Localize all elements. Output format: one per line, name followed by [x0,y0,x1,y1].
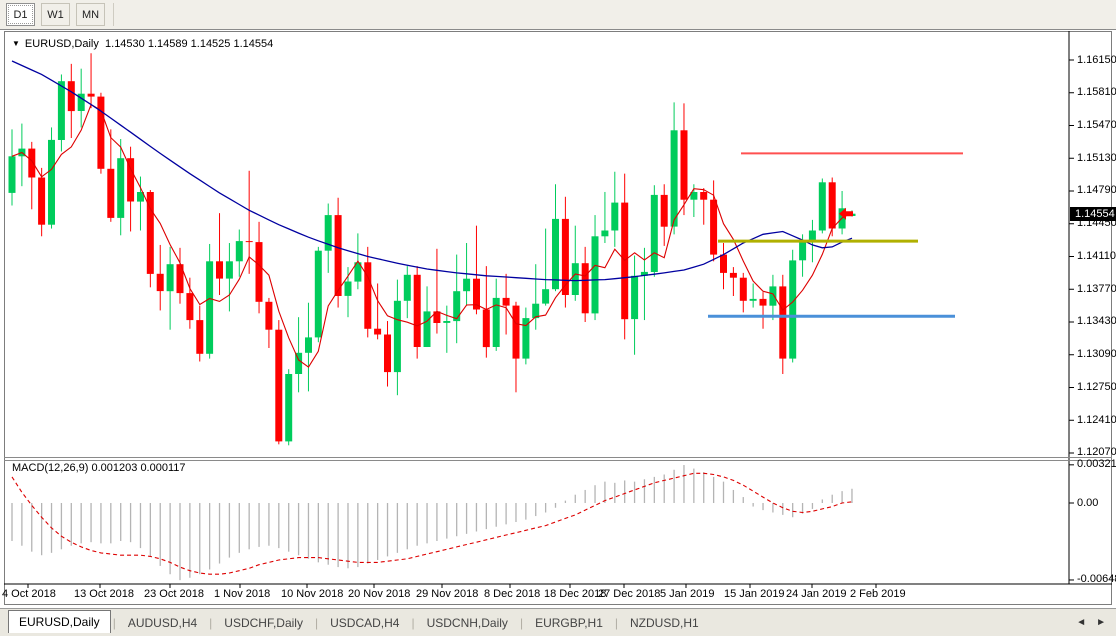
date-axis-tick: 23 Oct 2018 [144,588,204,600]
date-axis-tick: 2 Feb 2019 [850,588,906,600]
tab-separator: | [209,615,213,630]
macd-name: MACD(12,26,9) [12,462,89,474]
price-axis-tick: 1.16150 [1077,53,1116,66]
timeframe-toolbar: D1 W1 MN [0,0,1116,30]
current-price-badge: 1.14554 [1070,207,1116,221]
price-axis-tick: 1.15810 [1077,86,1116,99]
date-axis-tick: 15 Jan 2019 [724,588,785,600]
date-axis-tick: 8 Dec 2018 [484,588,541,600]
timeframe-button-mn[interactable]: MN [76,3,105,26]
tab-separator: | [314,615,319,630]
tab-usdcad-h4[interactable]: USDCAD,H4 [330,615,400,630]
chart-dropdown-icon[interactable]: ▼ [12,39,20,48]
date-axis-tick: 13 Oct 2018 [74,588,134,600]
date-axis-tick: 1 Nov 2018 [214,588,271,600]
price-arrow-marker [839,207,853,220]
macd-signal-value: 0.000117 [140,462,186,474]
date-axis-tick: 18 Dec 2018 [544,588,607,600]
price-axis-tick: 1.12410 [1077,413,1116,426]
macd-axis-tick: 0.003216 [1077,458,1116,471]
tab-separator: | [519,615,524,630]
price-axis-tick: 1.12750 [1077,380,1116,393]
tab-eurusd-daily[interactable]: EURUSD,Daily [8,610,111,633]
tab-separator: | [112,615,116,630]
tab-eurgbp-h1[interactable]: EURGBP,H1 [535,615,603,630]
timeframe-button-w1[interactable]: W1 [41,3,70,26]
macd-indicator-label: MACD(12,26,9) 0.001203 0.000117 [12,462,186,474]
tab-usdcnh-daily[interactable]: USDCNH,Daily [426,615,508,630]
date-axis-tick: 10 Nov 2018 [281,588,344,600]
date-axis-tick: 24 Jan 2019 [786,588,847,600]
price-axis-tick: 1.15470 [1077,118,1116,131]
date-axis-tick: 20 Nov 2018 [348,588,411,600]
macd-axis-tick: -0.006485 [1077,573,1116,586]
tab-nzdusd-h1[interactable]: NZDUSD,H1 [630,615,699,630]
chart-ohlc-values: 1.14530 1.14589 1.14525 1.14554 [105,38,274,50]
tab-scroll-left-icon[interactable]: ◄ [1076,617,1087,628]
toolbar-separator [113,3,114,26]
tab-separator: | [411,615,415,630]
date-axis-tick: 5 Jan 2019 [660,588,715,600]
price-axis-tick: 1.13770 [1077,282,1116,295]
price-axis-tick: 1.12070 [1077,446,1116,459]
date-axis-tick: 29 Nov 2018 [416,588,479,600]
chart-client-area[interactable] [0,29,1116,608]
price-axis-tick: 1.13430 [1077,315,1116,328]
symbol-tab-bar: EURUSD,Daily | AUDUSD,H4 | USDCHF,Daily | USDC… [0,608,1116,636]
chart-title: ▼ EURUSD,Daily 1.14530 1.14589 1.14525 1.… [12,38,273,50]
timeframe-button-d1[interactable]: D1 [6,3,35,26]
price-axis-tick: 1.14790 [1077,184,1116,197]
macd-axis-tick: 0.00 [1077,496,1099,509]
tab-separator: | [614,615,618,630]
tab-audusd-h4[interactable]: AUDUSD,H4 [127,615,198,630]
macd-main-value: 0.001203 [91,462,138,474]
date-axis-tick: 4 Oct 2018 [2,588,56,600]
price-axis-tick: 1.14110 [1077,249,1116,262]
price-axis-tick: 1.15130 [1077,151,1116,164]
tab-scroll-right-icon[interactable]: ► [1096,617,1106,628]
tab-usdchf-daily[interactable]: USDCHF,Daily [224,615,303,630]
date-axis-tick: 27 Dec 2018 [598,588,661,600]
chart-symbol-label: EURUSD,Daily [24,38,99,50]
price-axis-tick: 1.13090 [1077,348,1116,361]
tab-scroll-arrows: ◄ ► [1076,617,1106,628]
